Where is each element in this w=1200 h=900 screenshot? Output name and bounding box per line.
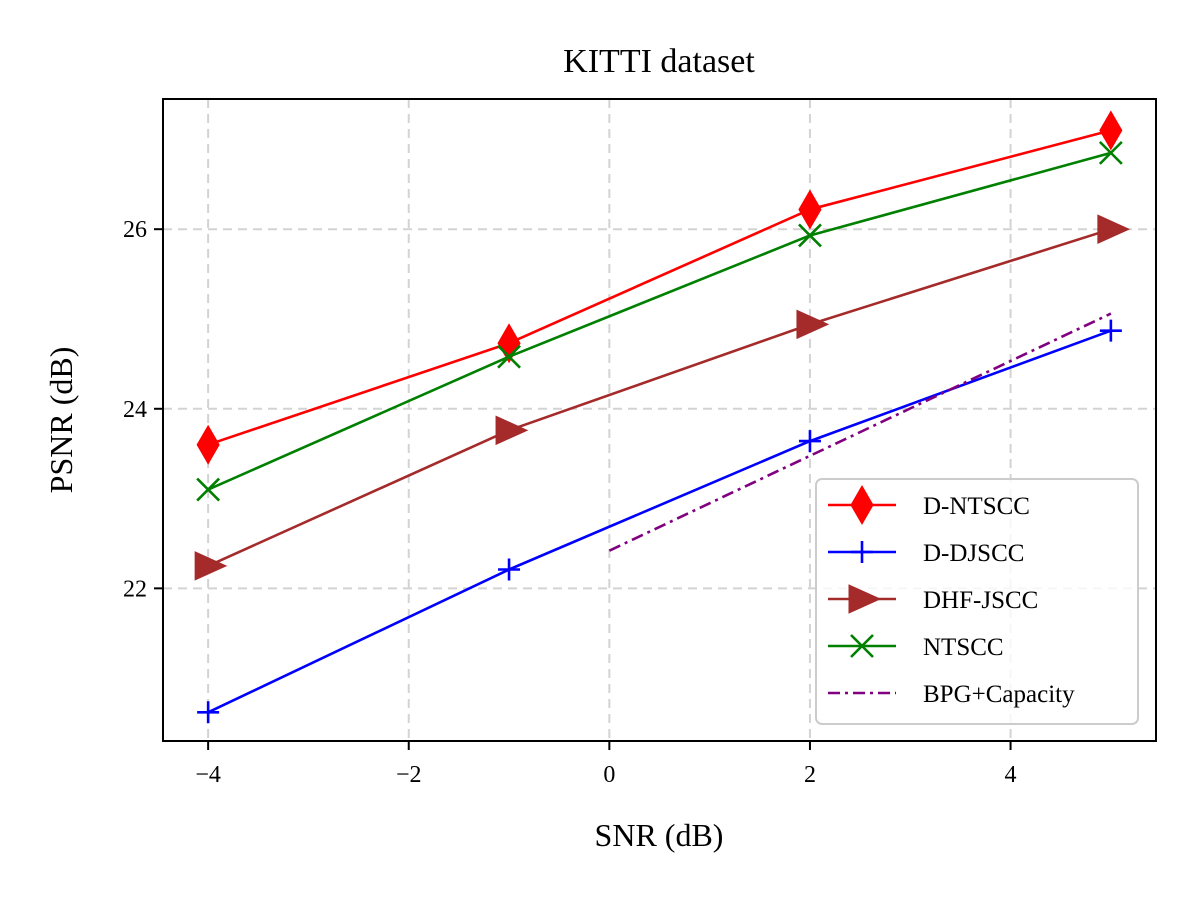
data-point-dhf-jscc <box>194 551 228 581</box>
data-point-d-ntscc <box>1099 110 1123 151</box>
data-point-d-djscc <box>498 558 521 581</box>
series-line-dhf-jscc <box>207 227 1112 568</box>
legend-item-ntscc: NTSCC <box>828 634 1004 661</box>
legend-label-d-djscc: D-DJSCC <box>923 540 1024 567</box>
y-axis-label: PSNR (dB) <box>43 347 79 494</box>
data-point-dhf-jscc <box>1097 214 1131 244</box>
data-point-d-djscc <box>197 701 220 724</box>
data-point-ntscc <box>798 223 822 248</box>
x-tick-label: 0 <box>603 762 615 788</box>
legend-marker-dhf-jscc <box>848 584 882 614</box>
legend-item-d-ntscc: D-NTSCC <box>828 485 1030 525</box>
y-tick-label: 24 <box>123 397 147 423</box>
legend-label-d-ntscc: D-NTSCC <box>923 493 1030 520</box>
x-tick-label: −4 <box>195 762 221 788</box>
series-layer <box>194 110 1131 724</box>
data-point-d-djscc <box>798 430 821 453</box>
x-axis-label: SNR (dB) <box>595 817 724 853</box>
legend-label-dhf-jscc: DHF-JSCC <box>923 587 1038 614</box>
data-point-ntscc <box>497 344 521 369</box>
legend-item-bpg-capacity: BPG+Capacity <box>828 681 1075 708</box>
x-tick-label: 4 <box>1005 762 1017 788</box>
data-point-ntscc <box>196 477 221 502</box>
x-tick-label: 2 <box>804 762 816 788</box>
series-line-bpg-capacity <box>608 312 1112 552</box>
y-tick-label: 26 <box>123 217 147 243</box>
legend: D-NTSCC D-DJSCC DHF-JSCC NTSCC BPG+Capacity <box>815 478 1139 725</box>
series-dhf-jscc <box>194 214 1131 581</box>
series-d-ntscc <box>196 110 1123 465</box>
x-tick-label: −2 <box>396 762 422 788</box>
y-tick-label: 22 <box>123 576 147 602</box>
legend-marker-d-djscc <box>851 541 873 563</box>
legend-item-dhf-jscc: DHF-JSCC <box>828 584 1038 614</box>
legend-marker-d-ntscc <box>850 485 874 525</box>
series-line-ntscc <box>207 151 1112 491</box>
data-point-dhf-jscc <box>796 309 830 340</box>
chart-title: KITTI dataset <box>563 43 755 80</box>
data-point-ntscc <box>1098 140 1123 165</box>
series-line-d-djscc <box>207 329 1112 714</box>
series-d-djscc <box>197 319 1122 724</box>
legend-label-ntscc: NTSCC <box>923 634 1004 661</box>
series-ntscc <box>196 140 1123 502</box>
data-point-dhf-jscc <box>495 415 529 446</box>
legend-label-bpg-capacity: BPG+Capacity <box>923 681 1075 708</box>
data-point-d-ntscc <box>798 189 822 230</box>
data-point-d-ntscc <box>196 424 220 465</box>
legend-marker-ntscc <box>850 634 874 658</box>
series-bpg-capacity <box>608 312 1112 552</box>
legend-box <box>815 478 1139 725</box>
plot-frame <box>162 98 1157 742</box>
legend-item-d-djscc: D-DJSCC <box>828 540 1024 567</box>
data-point-d-djscc <box>1099 319 1122 342</box>
series-line-d-ntscc <box>207 129 1112 446</box>
